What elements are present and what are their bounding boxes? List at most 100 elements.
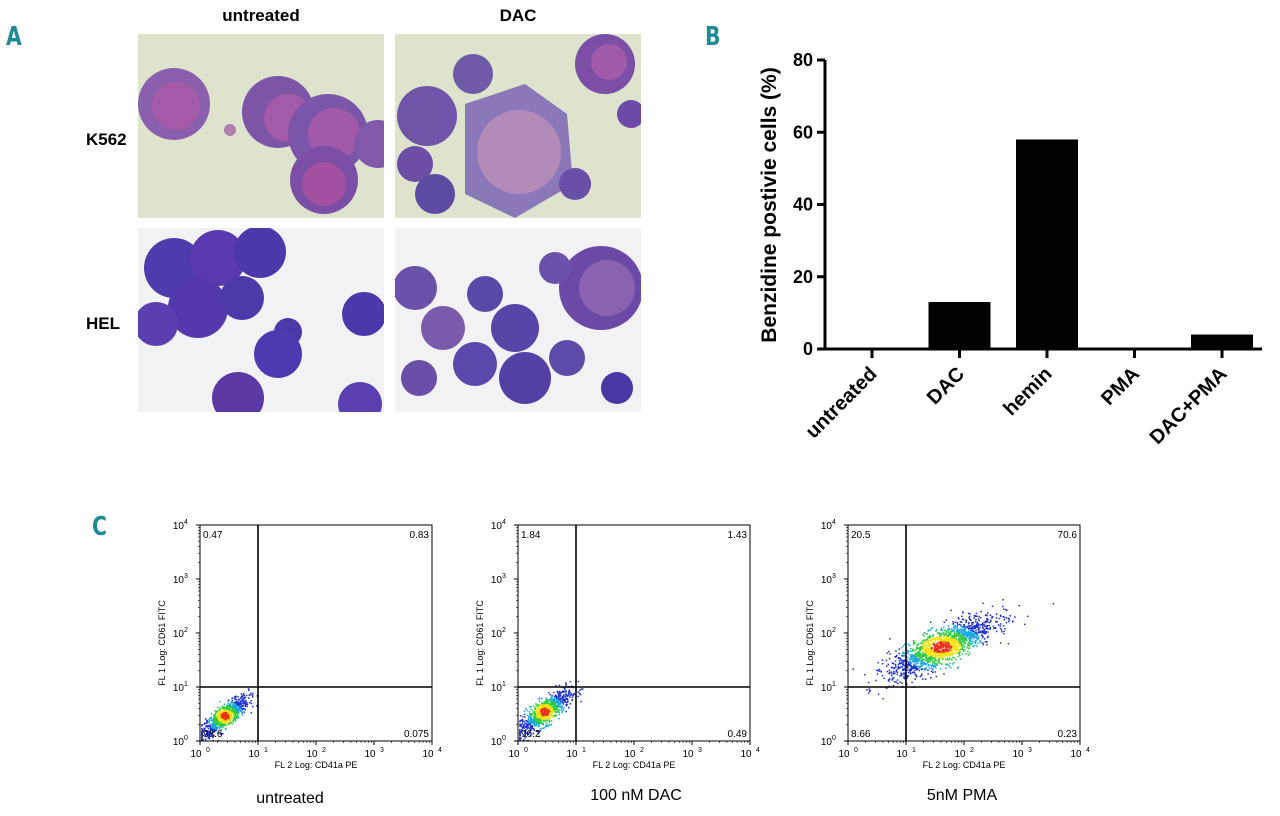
flow-event bbox=[891, 677, 894, 680]
flow-event bbox=[219, 733, 222, 735]
flow-event bbox=[942, 631, 945, 634]
flow-event bbox=[959, 658, 962, 661]
flow-event bbox=[966, 636, 968, 639]
flow-event bbox=[960, 621, 963, 623]
flow-event bbox=[902, 669, 904, 672]
flow-event bbox=[524, 730, 527, 732]
flow-event bbox=[250, 702, 253, 705]
flow-event bbox=[230, 714, 232, 717]
flow-event bbox=[217, 717, 219, 720]
flow-event bbox=[543, 705, 546, 708]
flow-event bbox=[920, 648, 922, 651]
flow-event bbox=[969, 625, 971, 627]
flow-event bbox=[217, 726, 219, 729]
flow-event bbox=[541, 697, 543, 700]
flow-event bbox=[537, 724, 540, 727]
quadrant-lower-right: 0.075 bbox=[404, 729, 429, 740]
flow-event bbox=[928, 657, 931, 660]
flow-ticks: 10 010 010 110 110 210 210 310 310 410 4 bbox=[821, 519, 1090, 760]
flow-event bbox=[930, 637, 932, 639]
flow-event bbox=[567, 694, 570, 697]
flow-event bbox=[555, 695, 558, 698]
flow-event bbox=[545, 704, 547, 707]
flow-event bbox=[897, 663, 900, 666]
flow-event bbox=[983, 632, 985, 635]
flow-event bbox=[955, 635, 958, 637]
flow-event bbox=[945, 638, 948, 640]
flow-event bbox=[952, 637, 954, 640]
flow-event bbox=[930, 670, 933, 673]
flow-event bbox=[235, 702, 237, 704]
flow-event bbox=[983, 623, 986, 626]
flow-event bbox=[953, 637, 956, 639]
flow-event bbox=[923, 650, 925, 652]
flow-event bbox=[978, 631, 980, 634]
flow-event bbox=[942, 641, 944, 643]
flow-event bbox=[558, 703, 560, 706]
flow-event bbox=[937, 659, 940, 662]
flow-event bbox=[551, 712, 553, 715]
flow-event bbox=[894, 672, 896, 675]
flow-event bbox=[530, 708, 532, 711]
flow-event bbox=[557, 705, 560, 708]
flow-event bbox=[536, 721, 538, 724]
flow-event bbox=[935, 643, 938, 646]
flow-event bbox=[223, 718, 226, 720]
flow-event bbox=[991, 616, 993, 619]
flow-event bbox=[948, 657, 951, 659]
flow-event bbox=[237, 701, 240, 703]
flow-event bbox=[910, 655, 912, 658]
flow-event bbox=[931, 638, 934, 641]
flow-event bbox=[898, 652, 900, 655]
flow-event bbox=[522, 726, 524, 728]
flow-event bbox=[922, 643, 924, 646]
flow-event bbox=[959, 621, 962, 623]
flow-event bbox=[921, 656, 924, 658]
flow-event bbox=[920, 674, 923, 677]
flow-event bbox=[212, 719, 214, 721]
flow-event bbox=[542, 702, 545, 705]
flow-event bbox=[908, 661, 910, 664]
flow-event bbox=[892, 684, 895, 687]
flow-event bbox=[955, 638, 958, 640]
flow-event bbox=[223, 705, 225, 708]
flow-xtick-label: 10 bbox=[364, 749, 376, 760]
flow-event bbox=[547, 712, 550, 715]
flow-event bbox=[242, 692, 245, 695]
flow-event bbox=[537, 731, 540, 733]
flow-event bbox=[534, 716, 537, 719]
flow-event bbox=[531, 722, 533, 724]
flow-event bbox=[881, 659, 884, 661]
flow-event bbox=[896, 679, 899, 681]
flow-event bbox=[888, 657, 891, 660]
flow-event bbox=[208, 737, 211, 740]
flow-event bbox=[551, 698, 553, 701]
flow-event bbox=[927, 641, 929, 644]
flow-x-axis-label: FL 2 Log: CD41a PE bbox=[923, 760, 1006, 770]
flow-event bbox=[958, 649, 960, 651]
flow-events bbox=[201, 686, 263, 742]
flow-event bbox=[207, 727, 210, 730]
flow-event bbox=[555, 698, 558, 701]
flow-event bbox=[935, 640, 937, 643]
flow-event bbox=[231, 706, 233, 708]
flow-event bbox=[988, 622, 991, 624]
flow-event bbox=[955, 658, 957, 661]
flow-event bbox=[987, 619, 989, 621]
flow-event bbox=[223, 724, 225, 727]
flow-event bbox=[970, 627, 973, 629]
panel-label-b: B bbox=[705, 22, 721, 52]
flow-event bbox=[961, 648, 963, 651]
flow-event bbox=[927, 673, 929, 675]
flow-event bbox=[977, 625, 980, 627]
flow-event bbox=[217, 706, 219, 709]
flow-event bbox=[932, 634, 935, 636]
flow-event bbox=[549, 710, 551, 712]
flow-event bbox=[982, 643, 985, 646]
flow-event bbox=[984, 630, 986, 633]
flow-event bbox=[527, 726, 529, 729]
flow-event bbox=[888, 678, 891, 680]
flow-event bbox=[924, 640, 926, 642]
flow-event bbox=[569, 680, 572, 683]
